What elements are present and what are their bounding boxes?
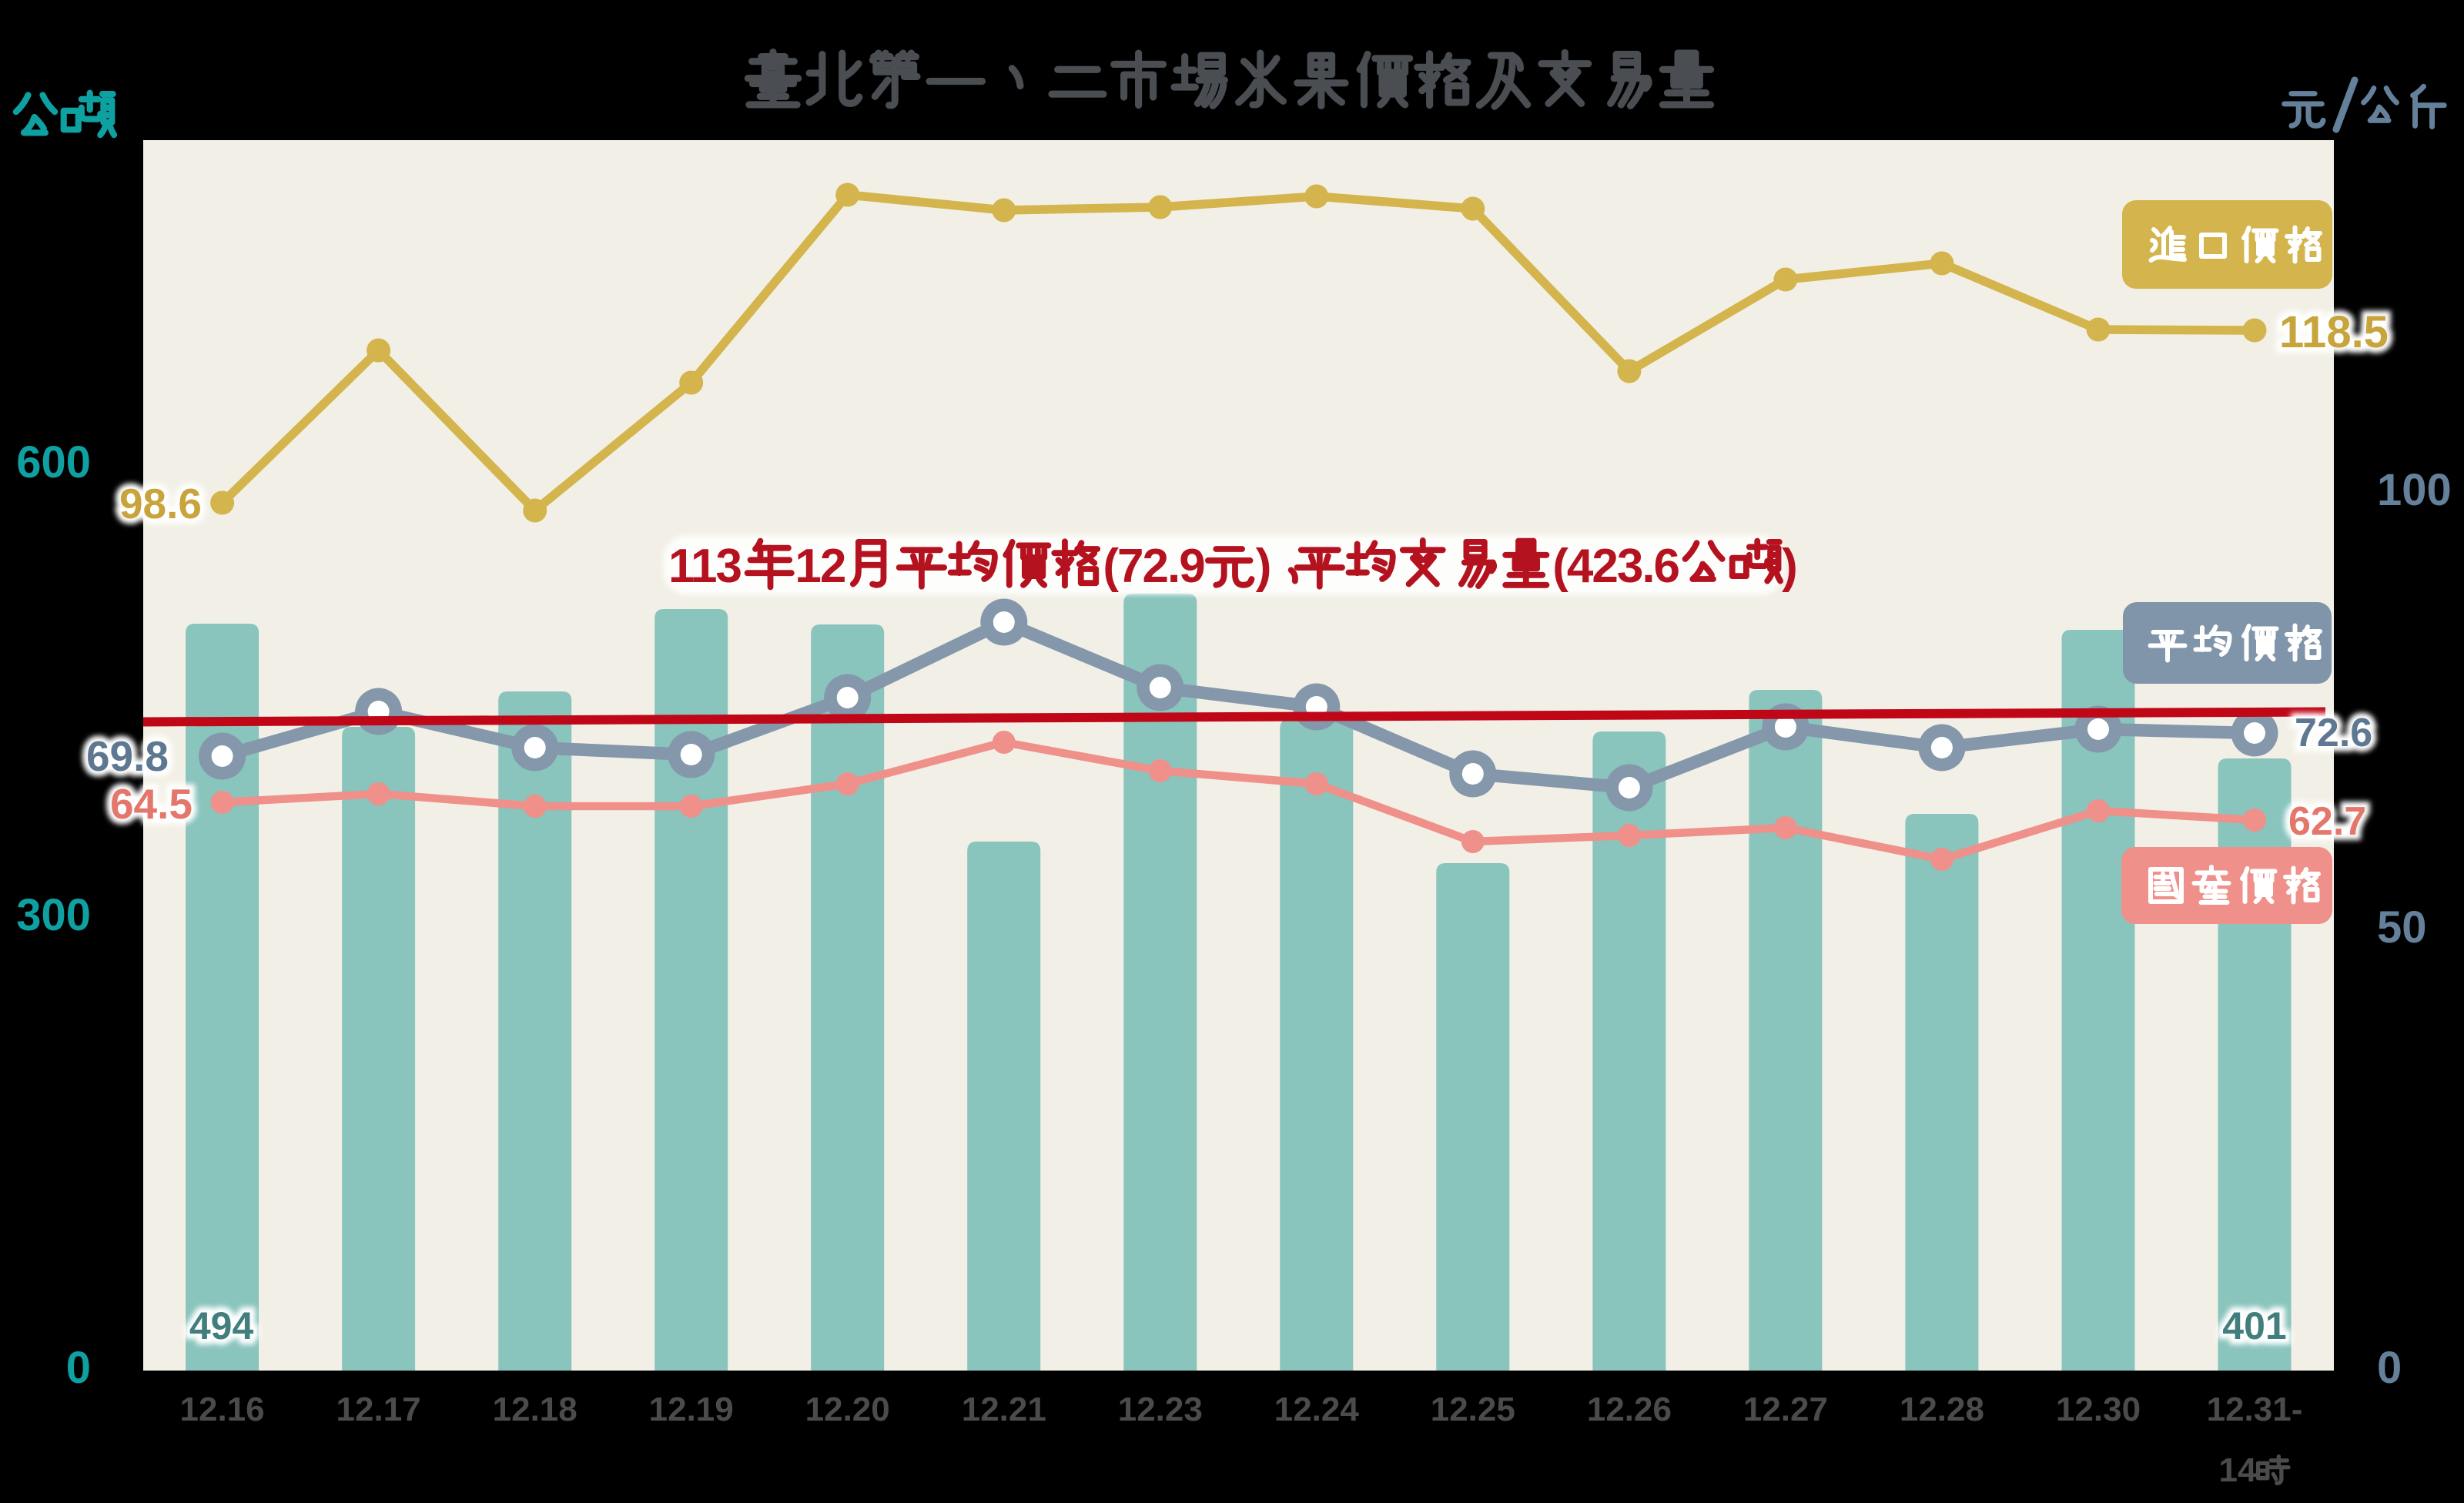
- svg-text:64.5: 64.5: [110, 780, 192, 828]
- svg-text:600: 600: [16, 437, 91, 487]
- svg-text:14: 14: [2219, 1451, 2257, 1489]
- svg-text:72.9: 72.9: [1117, 540, 1204, 593]
- svg-text:): ): [1782, 540, 1796, 593]
- svg-text:69.8: 69.8: [86, 732, 169, 780]
- svg-text:(: (: [1103, 540, 1119, 593]
- svg-text:12.18: 12.18: [493, 1391, 578, 1428]
- svg-text:300: 300: [16, 890, 91, 940]
- svg-text:12.21: 12.21: [962, 1391, 1046, 1428]
- svg-text:72.6: 72.6: [2295, 711, 2372, 755]
- svg-text:12: 12: [795, 540, 845, 593]
- svg-text:494: 494: [189, 1304, 254, 1347]
- svg-text:118.5: 118.5: [2279, 307, 2389, 357]
- svg-text:98.6: 98.6: [119, 480, 202, 527]
- svg-text:12.25: 12.25: [1431, 1391, 1515, 1428]
- svg-text:12.31-: 12.31-: [2207, 1391, 2303, 1428]
- svg-text:): ): [1256, 540, 1270, 593]
- svg-text:62.7: 62.7: [2288, 799, 2366, 844]
- svg-text:118.5: 118.5: [2279, 307, 2389, 357]
- svg-text:69.8: 69.8: [86, 732, 169, 780]
- svg-text:(: (: [1552, 540, 1568, 593]
- svg-text:12.27: 12.27: [1743, 1391, 1828, 1428]
- svg-text:12.26: 12.26: [1587, 1391, 1672, 1428]
- svg-text:12.16: 12.16: [180, 1391, 265, 1428]
- svg-text:72.6: 72.6: [2295, 711, 2372, 755]
- svg-text:12.30: 12.30: [2056, 1391, 2141, 1428]
- svg-text:100: 100: [2377, 465, 2452, 515]
- svg-text:423.6: 423.6: [1567, 540, 1679, 593]
- svg-text:64.5: 64.5: [110, 780, 192, 828]
- svg-text:401: 401: [2222, 1304, 2286, 1347]
- svg-text:401: 401: [2222, 1304, 2286, 1347]
- svg-text:494: 494: [189, 1304, 254, 1347]
- svg-text:12.24: 12.24: [1274, 1391, 1360, 1428]
- svg-text:12.28: 12.28: [1900, 1391, 1984, 1428]
- svg-text:62.7: 62.7: [2288, 799, 2366, 844]
- svg-text:12.23: 12.23: [1118, 1391, 1203, 1428]
- svg-text:0: 0: [2377, 1343, 2402, 1393]
- svg-text:12.20: 12.20: [805, 1391, 890, 1428]
- svg-text:12.17: 12.17: [336, 1391, 421, 1428]
- svg-text:12.19: 12.19: [649, 1391, 734, 1428]
- svg-text:50: 50: [2377, 902, 2427, 952]
- svg-text:98.6: 98.6: [119, 480, 202, 527]
- svg-text:0: 0: [66, 1343, 91, 1393]
- svg-text:113: 113: [668, 540, 742, 593]
